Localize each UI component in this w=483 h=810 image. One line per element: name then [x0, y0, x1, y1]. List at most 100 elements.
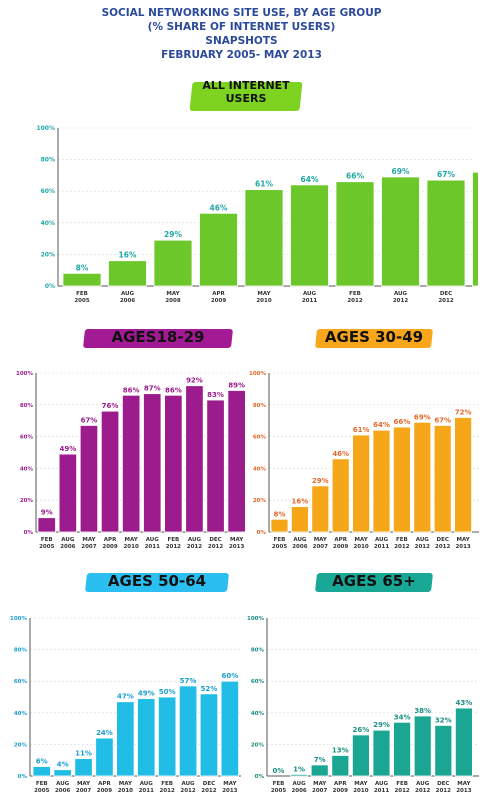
x-tick-label: AUG: [146, 537, 160, 543]
y-tick-label: 60%: [14, 679, 28, 685]
chart-title-line: ALL INTERNET: [202, 79, 290, 92]
x-tick-label: 2006: [120, 298, 135, 304]
x-tick-label: MAY: [457, 537, 471, 543]
y-tick-label: 80%: [41, 157, 55, 164]
x-tick-label: DEC: [209, 537, 221, 543]
data-label: 29%: [164, 230, 182, 239]
bar: [311, 485, 330, 533]
bar: [62, 272, 102, 287]
chart-title-line: USERS: [225, 92, 267, 105]
x-tick-label: FEB: [41, 537, 53, 543]
x-tick-label: 2006: [291, 788, 306, 794]
data-label: 57%: [180, 677, 197, 685]
y-tick-label: 40%: [20, 466, 34, 472]
chart-title-line: AGES18-29: [111, 328, 205, 346]
x-tick-label: APR: [104, 537, 117, 543]
data-label: 7%: [314, 756, 326, 764]
data-label: 6%: [36, 758, 48, 766]
data-label: 43%: [456, 699, 473, 707]
bar: [199, 693, 219, 777]
data-label: 76%: [102, 402, 119, 410]
bar: [393, 721, 412, 777]
bar: [137, 698, 156, 777]
data-label: 26%: [353, 726, 370, 734]
x-tick-label: 2010: [353, 788, 368, 794]
x-tick-label: 2007: [81, 544, 96, 550]
chart-3: 0%20%40%60%80%100%6%FEB20054%AUG200611%M…: [10, 616, 241, 794]
x-tick-label: 2007: [312, 788, 327, 794]
x-tick-label: 2012: [393, 298, 408, 304]
data-label: 50%: [159, 688, 176, 696]
data-label: 83%: [207, 391, 224, 399]
data-label: 67%: [81, 416, 98, 424]
x-tick-label: 2012: [208, 544, 223, 550]
x-tick-label: MAY: [77, 781, 91, 787]
bar: [331, 755, 350, 777]
bar: [206, 399, 225, 533]
bar: [270, 518, 289, 533]
x-tick-label: 2009: [211, 298, 226, 304]
bar: [290, 774, 308, 777]
chart-2: 0%20%40%60%80%100%8%FEB200516%AUG200629%…: [249, 371, 479, 550]
x-tick-label: APR: [212, 291, 225, 297]
data-label: 92%: [186, 377, 203, 385]
x-tick-label: DEC: [437, 781, 449, 787]
bar: [74, 758, 93, 777]
bar: [164, 394, 183, 533]
chart-0: 0%20%40%60%80%100%8%FEB200516%AUG200629%…: [36, 125, 478, 304]
y-tick-label: 0%: [24, 530, 34, 536]
y-tick-label: 80%: [14, 648, 28, 654]
x-tick-label: 2006: [60, 544, 75, 550]
x-tick-label: 2006: [292, 544, 307, 550]
x-tick-label: 2013: [456, 788, 471, 794]
data-label: 8%: [76, 263, 89, 272]
x-tick-label: MAY: [257, 291, 271, 297]
x-tick-label: 2011: [374, 544, 389, 550]
x-tick-label: 2010: [123, 544, 138, 550]
data-label: 29%: [312, 477, 329, 485]
x-tick-label: AUG: [394, 291, 408, 297]
x-tick-label: 2005: [272, 544, 287, 550]
x-tick-label: AUG: [375, 781, 389, 787]
x-tick-label: FEB: [161, 781, 173, 787]
bar: [185, 385, 204, 533]
y-tick-label: 60%: [253, 435, 267, 441]
header-line-4: FEBRUARY 2005- MAY 2013: [161, 49, 322, 61]
x-tick-label: 2007: [313, 544, 328, 550]
y-tick-label: 60%: [251, 679, 265, 685]
x-tick-label: 2011: [302, 298, 317, 304]
x-tick-label: 2012: [201, 788, 216, 794]
y-tick-label: 40%: [41, 220, 55, 227]
bar: [433, 425, 452, 533]
data-label: 16%: [119, 251, 137, 260]
bar: [37, 517, 56, 533]
y-tick-label: 20%: [41, 251, 55, 258]
x-tick-label: FEB: [167, 537, 179, 543]
x-tick-label: AUG: [182, 781, 196, 787]
data-label: 60%: [221, 672, 238, 680]
data-label: 24%: [96, 729, 113, 737]
bar: [79, 425, 99, 533]
x-tick-label: AUG: [303, 291, 317, 297]
x-tick-label: FEB: [273, 781, 285, 787]
x-tick-label: APR: [334, 537, 347, 543]
x-tick-label: 2010: [256, 298, 271, 304]
x-tick-label: MAY: [314, 537, 328, 543]
bar: [58, 453, 77, 533]
x-tick-label: AUG: [61, 537, 75, 543]
x-tick-label: 2012: [180, 788, 195, 794]
y-tick-label: 100%: [10, 616, 27, 622]
bar: [122, 394, 141, 533]
bar: [290, 184, 329, 287]
bar: [352, 734, 370, 777]
x-tick-label: MAY: [457, 781, 471, 787]
x-tick-label: 2005: [34, 788, 49, 794]
data-label: 34%: [394, 713, 411, 721]
bar: [32, 766, 51, 777]
bar: [244, 189, 284, 287]
x-tick-label: 2012: [438, 298, 453, 304]
x-tick-label: 2005: [39, 544, 54, 550]
bar: [53, 769, 72, 777]
data-label: 66%: [346, 172, 364, 181]
x-tick-label: 2009: [333, 788, 348, 794]
